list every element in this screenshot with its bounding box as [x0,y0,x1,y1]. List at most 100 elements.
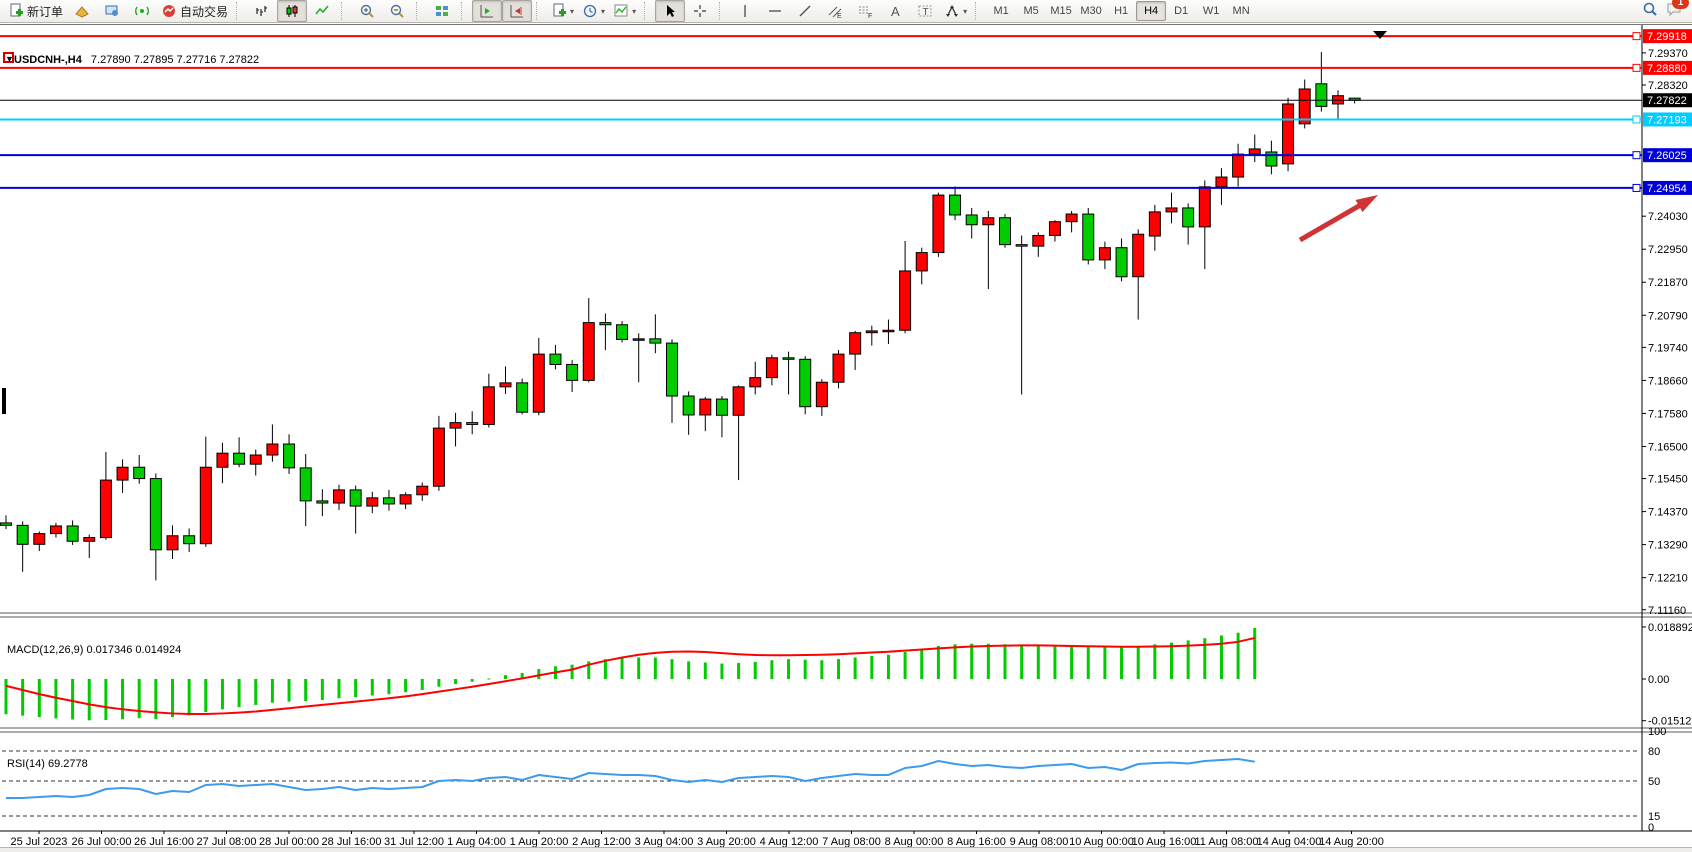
new-order-button[interactable]: 新订单 [4,0,67,22]
line-handle[interactable] [1632,32,1641,41]
text-button[interactable]: A [880,0,910,22]
dropdown-arrow-icon[interactable]: ▾ [963,6,968,16]
fibonacci-button[interactable]: F [850,0,880,22]
macd-histogram-bar [387,679,391,695]
cursor-button[interactable] [655,0,686,22]
market-watch-button[interactable] [97,0,127,22]
timeframe-m5-button[interactable]: M5 [1023,5,1039,17]
line-handle[interactable] [1632,151,1641,160]
macd-histogram-bar [837,659,840,679]
zoom-in-button[interactable] [352,0,382,22]
chart-window[interactable]: ▼ USDCNH-,H4 7.27890 7.27895 7.27716 7.2… [0,24,1692,848]
timeframe-w1-button[interactable]: W1 [1202,5,1220,17]
metaeditor-button[interactable] [67,0,97,22]
macd-histogram-bar [1236,632,1240,679]
timeframe-d1-button[interactable]: D1 [1174,5,1189,17]
chart-collapse-caret[interactable]: ▼ [5,54,14,64]
autotrade-icon [161,3,177,19]
candle [1315,83,1328,107]
tile-windows-button[interactable] [427,0,457,22]
candle [333,489,345,504]
price-badge [1643,148,1692,163]
macd-histogram-bar [487,678,491,680]
notifications-icon[interactable]: 1 [1666,0,1689,22]
price-badge [1643,180,1692,195]
macd-histogram-bar [187,679,191,716]
time-axis-label: 31 Jul 12:00 [384,836,444,848]
candle [566,364,579,381]
chart-window-icon[interactable] [3,52,14,63]
price-badge-label: 7.26025 [1647,150,1687,162]
zoom-out-button[interactable] [382,0,412,22]
price-badge-label: 7.27822 [1647,95,1687,107]
candle [932,194,945,254]
timeframe-h4-button[interactable]: H4 [1136,1,1167,21]
shapes-icon [944,3,960,19]
macd-histogram-bar [121,679,125,720]
time-axis-label: 27 Jul 08:00 [197,836,257,848]
macd-histogram-bar [454,679,458,684]
timeframe-m15-button[interactable]: M15 [1050,5,1072,17]
text-label-button[interactable]: T [910,0,940,22]
dropdown-arrow-icon[interactable]: ▾ [632,6,637,16]
chart-canvas[interactable]: 7.29370 7.28320 7.24030 7.22950 7.21870 7.207… [0,25,1692,848]
macd-histogram-bar [270,679,274,703]
search-icon[interactable] [1642,1,1658,22]
dropdown-arrow-icon[interactable]: ▾ [601,6,606,16]
timeframe-mn-button[interactable]: MN [1232,5,1250,17]
toolbar-separator [536,2,544,20]
candle [899,270,912,331]
cursor-icon [662,3,678,19]
rsi-axis-label: 15 [1648,811,1660,823]
price-badge-label: 7.28880 [1647,63,1687,75]
horizontal-line-button[interactable] [760,0,790,22]
macd-histogram-bar [354,679,358,698]
new-chart-button[interactable]: ▾ [547,0,578,22]
timeframe-h1-button[interactable]: H1 [1114,5,1129,17]
candle [16,524,29,545]
triangle-marker[interactable] [1373,31,1387,39]
line-chart-button[interactable] [307,0,337,22]
macd-histogram-bar [670,659,674,679]
channel-button[interactable]: E [820,0,850,22]
timeframe-m30-button[interactable]: M30 [1080,5,1102,17]
arrows-button[interactable]: ▾ [940,0,971,22]
line-handle[interactable] [1632,183,1641,192]
trend-arrow-annotation[interactable] [1298,200,1366,243]
autotrading-button[interactable]: 自动交易 [157,0,232,22]
candle [449,422,462,429]
macd-histogram-bar [504,675,507,679]
price-tick-label: 7.16500 [1648,441,1688,453]
candle [1265,151,1278,167]
macd-histogram-bar [1153,644,1157,679]
time-axis-label: 25 Jul 2023 [11,836,68,848]
macd-histogram-bar [437,679,441,687]
indicators-button[interactable]: ▾ [609,0,640,22]
macd-histogram-bar [87,679,91,721]
crosshair-button[interactable] [685,0,715,22]
price-badge-label: 7.29918 [1647,31,1687,43]
vertical-line-button[interactable] [730,0,760,22]
time-axis-label: 2 Aug 12:00 [572,836,631,848]
timeframe-m1-button[interactable]: M1 [993,5,1009,17]
profiles-button[interactable]: ▾ [578,0,609,22]
candle-chart-button[interactable] [277,0,308,22]
dropdown-arrow-icon[interactable]: ▾ [570,6,575,16]
line-handle[interactable] [1632,115,1641,124]
candle [532,353,545,413]
signals-button[interactable] [127,0,157,22]
chart-shift-button[interactable] [502,0,533,22]
candle [49,525,62,535]
scroll-to-end-button[interactable] [472,0,503,22]
candle [83,537,96,542]
textT-icon: T [917,3,933,19]
candle [599,322,612,326]
time-axis-label: 26 Jul 00:00 [72,836,132,848]
trendline-button[interactable] [790,0,820,22]
macd-histogram-bar [171,679,174,718]
macd-axis-label: -0.015125 [1648,716,1692,728]
macd-histogram-bar [537,669,541,679]
bar-chart-button[interactable] [247,0,277,22]
line-handle[interactable] [1632,63,1641,72]
time-axis-label: 7 Aug 08:00 [822,836,881,848]
